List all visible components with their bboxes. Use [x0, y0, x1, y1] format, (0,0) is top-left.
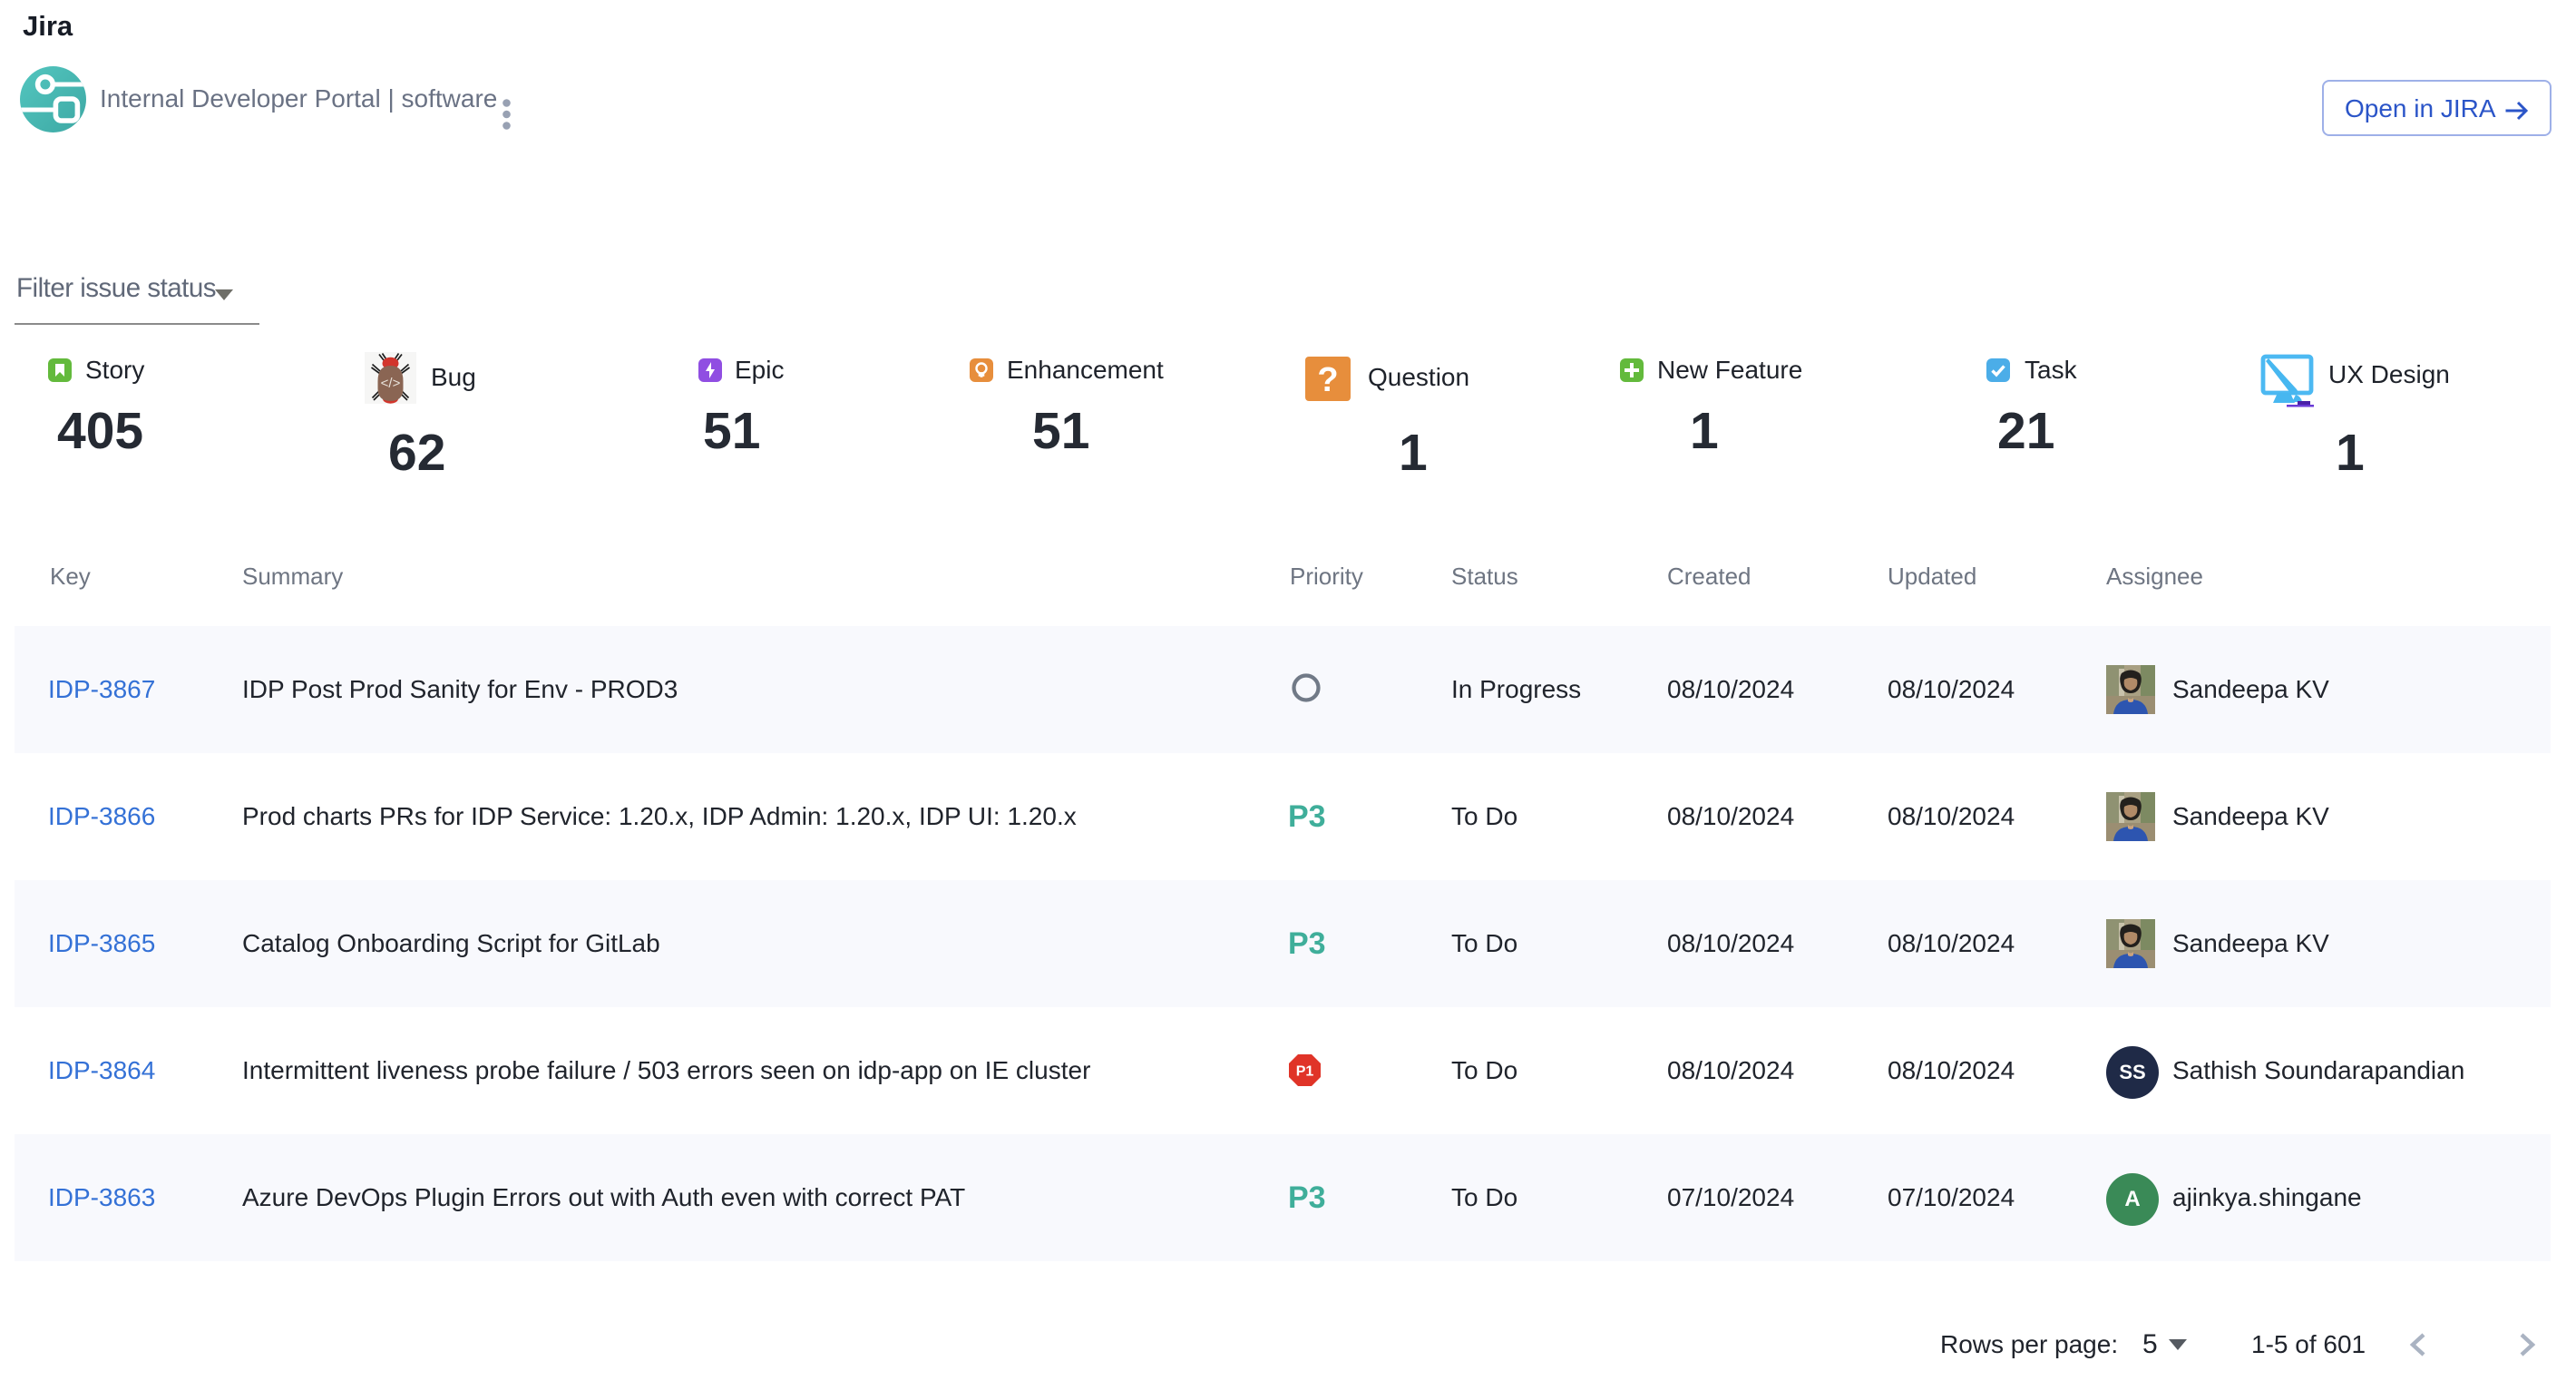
svg-text:?: ? — [1317, 361, 1338, 399]
svg-text:</>: </> — [381, 376, 401, 391]
svg-text:P1: P1 — [1296, 1064, 1314, 1080]
